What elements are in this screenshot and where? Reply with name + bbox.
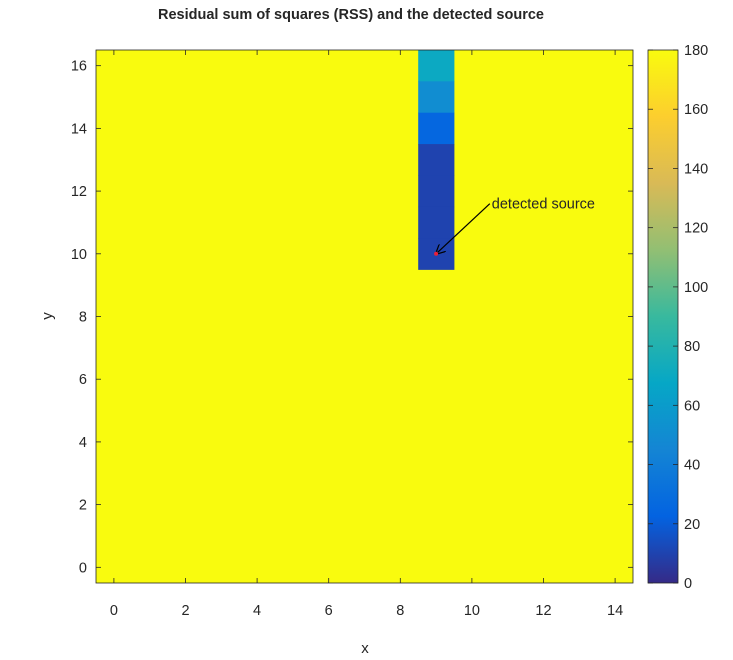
y-tick-label: 2: [79, 498, 87, 514]
colorbar-tick-label: 0: [684, 576, 692, 592]
x-tick-label: 2: [181, 603, 189, 619]
colorbar-tick-label: 160: [684, 102, 708, 118]
y-tick-label: 4: [79, 435, 87, 451]
heatmap-background: [96, 50, 633, 583]
colorbar-tick-label: 180: [684, 43, 708, 59]
x-tick-label: 8: [396, 603, 404, 619]
annotation-text: detected source: [492, 197, 595, 213]
y-tick-label: 6: [79, 372, 87, 388]
y-tick-label: 14: [71, 121, 87, 137]
annotation-arrow: [436, 203, 491, 254]
y-tick-label: 0: [79, 560, 87, 576]
x-axis-label: x: [361, 640, 369, 655]
detected-source-marker: [434, 251, 439, 256]
chart-title: Residual sum of squares (RSS) and the de…: [158, 7, 544, 23]
x-tick-label: 14: [607, 603, 623, 619]
colorbar-gradient: [647, 49, 679, 584]
colorbar-tick-label: 60: [684, 398, 700, 414]
colorbar-tick-label: 80: [684, 339, 700, 355]
colorbar-tick-label: 20: [684, 517, 700, 533]
x-tick-label: 6: [325, 603, 333, 619]
colorbar: 0 20 40 60 80 100 120 140 160 180: [647, 43, 708, 592]
colorbar-tick-label: 140: [684, 161, 708, 177]
y-tick-label: 16: [71, 59, 87, 75]
colorbar-tick-label: 100: [684, 280, 708, 296]
heatmap-cell: [418, 206, 455, 239]
y-tick-label: 8: [79, 310, 87, 326]
x-tick-label: 12: [535, 603, 551, 619]
heatmap-cell: [418, 81, 455, 114]
x-tick-label: 0: [110, 603, 118, 619]
heatmap-cell: [418, 112, 455, 145]
heatmap-cell: [418, 175, 455, 208]
heatmap-cell: [418, 144, 455, 176]
colorbar-tick-label: 40: [684, 458, 700, 474]
x-tick-label: 4: [253, 603, 261, 619]
y-tick-label: 10: [71, 247, 87, 263]
annotation-layer: detected source: [434, 197, 595, 256]
y-axis-label: y: [39, 312, 56, 320]
colorbar-tick-label: 120: [684, 221, 708, 237]
axes: 0 2 4 6 8 10 12 14 0 2 4 6 8 10 12 14 16: [71, 49, 634, 619]
heatmap-cell: [418, 50, 455, 82]
x-tick-label: 10: [464, 603, 480, 619]
y-tick-label: 12: [71, 184, 87, 200]
plot-area: [96, 50, 633, 583]
